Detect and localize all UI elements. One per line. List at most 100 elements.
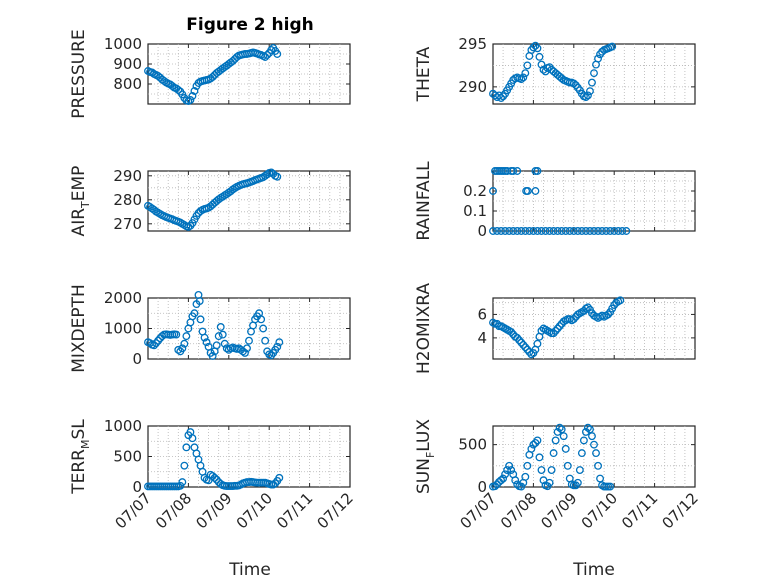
data-point [501,227,510,235]
data-point [549,449,558,458]
data-point [608,42,617,51]
data-point [511,476,520,485]
y-tick-label: 2000 [104,289,142,307]
data-point [553,427,562,436]
data-point [604,310,613,319]
data-point [565,227,574,235]
y-tick-label: 270 [113,215,142,233]
data-point [196,315,205,324]
data-point [523,187,532,195]
data-point [525,227,534,235]
y-axis-label: RAINFALL [414,161,434,241]
y-tick-label: 1000 [104,35,142,53]
y-tick-label: 800 [113,75,142,93]
data-point [557,425,566,434]
data-point [529,227,538,235]
y-tick-label: 0.2 [463,182,487,200]
data-point [517,75,526,84]
data-point [241,348,249,357]
data-point [267,351,276,360]
data-point [275,338,284,347]
subplot-4: 0 0.1 0.2 RAINFALL [414,161,696,241]
data-point [590,440,598,449]
data-point [573,478,582,487]
data-point [586,87,594,96]
data-point [259,324,268,333]
data-point [561,444,570,453]
data-point [214,332,223,341]
data-point [513,333,522,342]
data-point [497,94,506,102]
data-point [174,345,183,354]
data-point [507,466,516,475]
data-point [592,449,600,458]
x-axis-label-left: Time [228,560,271,580]
data-point [154,336,163,345]
data-point [581,427,590,436]
data-point [533,339,542,348]
y-axis-label: TERRMSL [69,419,92,495]
data-point [535,453,544,462]
data-point [588,78,596,87]
data-point [563,461,572,470]
data-point [577,227,586,235]
subplot-7: 0500100007/0707/0807/0907/1007/1107/12TE… [69,417,357,532]
x-tick-label: 07/11 [618,489,661,532]
data-point [523,345,532,354]
data-point [622,227,631,235]
data-point [606,227,615,235]
y-tick-label: 0.1 [463,202,487,220]
data-point [220,339,229,348]
data-point [513,167,522,175]
x-tick-label: 07/08 [497,489,540,532]
data-point [533,227,542,235]
data-point [594,227,602,235]
subplot-grid: 800 900 1000 PRESSURE 290 295 THETA 270 280 290 AI… [69,29,702,532]
data-point [535,52,544,61]
y-tick-label: 4 [477,329,487,347]
data-point [553,324,562,333]
data-point [573,227,582,235]
data-point [606,482,615,491]
data-point [218,330,227,339]
data-point [569,227,578,235]
data-point [579,436,588,445]
data-point [243,344,251,353]
data-point [583,303,592,312]
data-point [618,227,627,235]
data-point [493,319,501,328]
data-point [267,46,276,54]
data-point [529,440,538,449]
data-point [200,333,209,342]
data-point [521,227,530,235]
x-tick-label: 07/12 [314,489,357,532]
data-point [583,423,592,432]
data-point [581,227,590,235]
data-point [152,339,161,348]
data-point [208,73,217,81]
data-point [182,443,191,452]
y-axis-label: AIRTEMP [69,166,92,237]
data-point [497,476,506,485]
data-point [590,69,598,78]
data-point [555,322,564,331]
data-point [180,339,189,348]
data-point [182,332,191,341]
data-point [610,227,619,235]
data-point [551,326,560,335]
data-point [588,432,596,441]
data-point [489,227,497,235]
data-point [150,341,159,350]
data-point [547,466,556,475]
subplot-6: 4 6 H2OMIXRA [414,283,696,374]
data-point [541,227,550,235]
subplot-8: 050007/0707/0807/0907/1007/1107/12SUNFLU… [414,419,702,533]
y-axis-label: SUNFLUX [414,419,437,494]
subplot-2: 290 295 THETA [414,35,696,105]
data-point [507,328,516,336]
data-point [551,436,560,445]
data-point [521,472,530,481]
data-point [590,227,598,235]
data-point [210,473,219,482]
data-point [561,227,570,235]
